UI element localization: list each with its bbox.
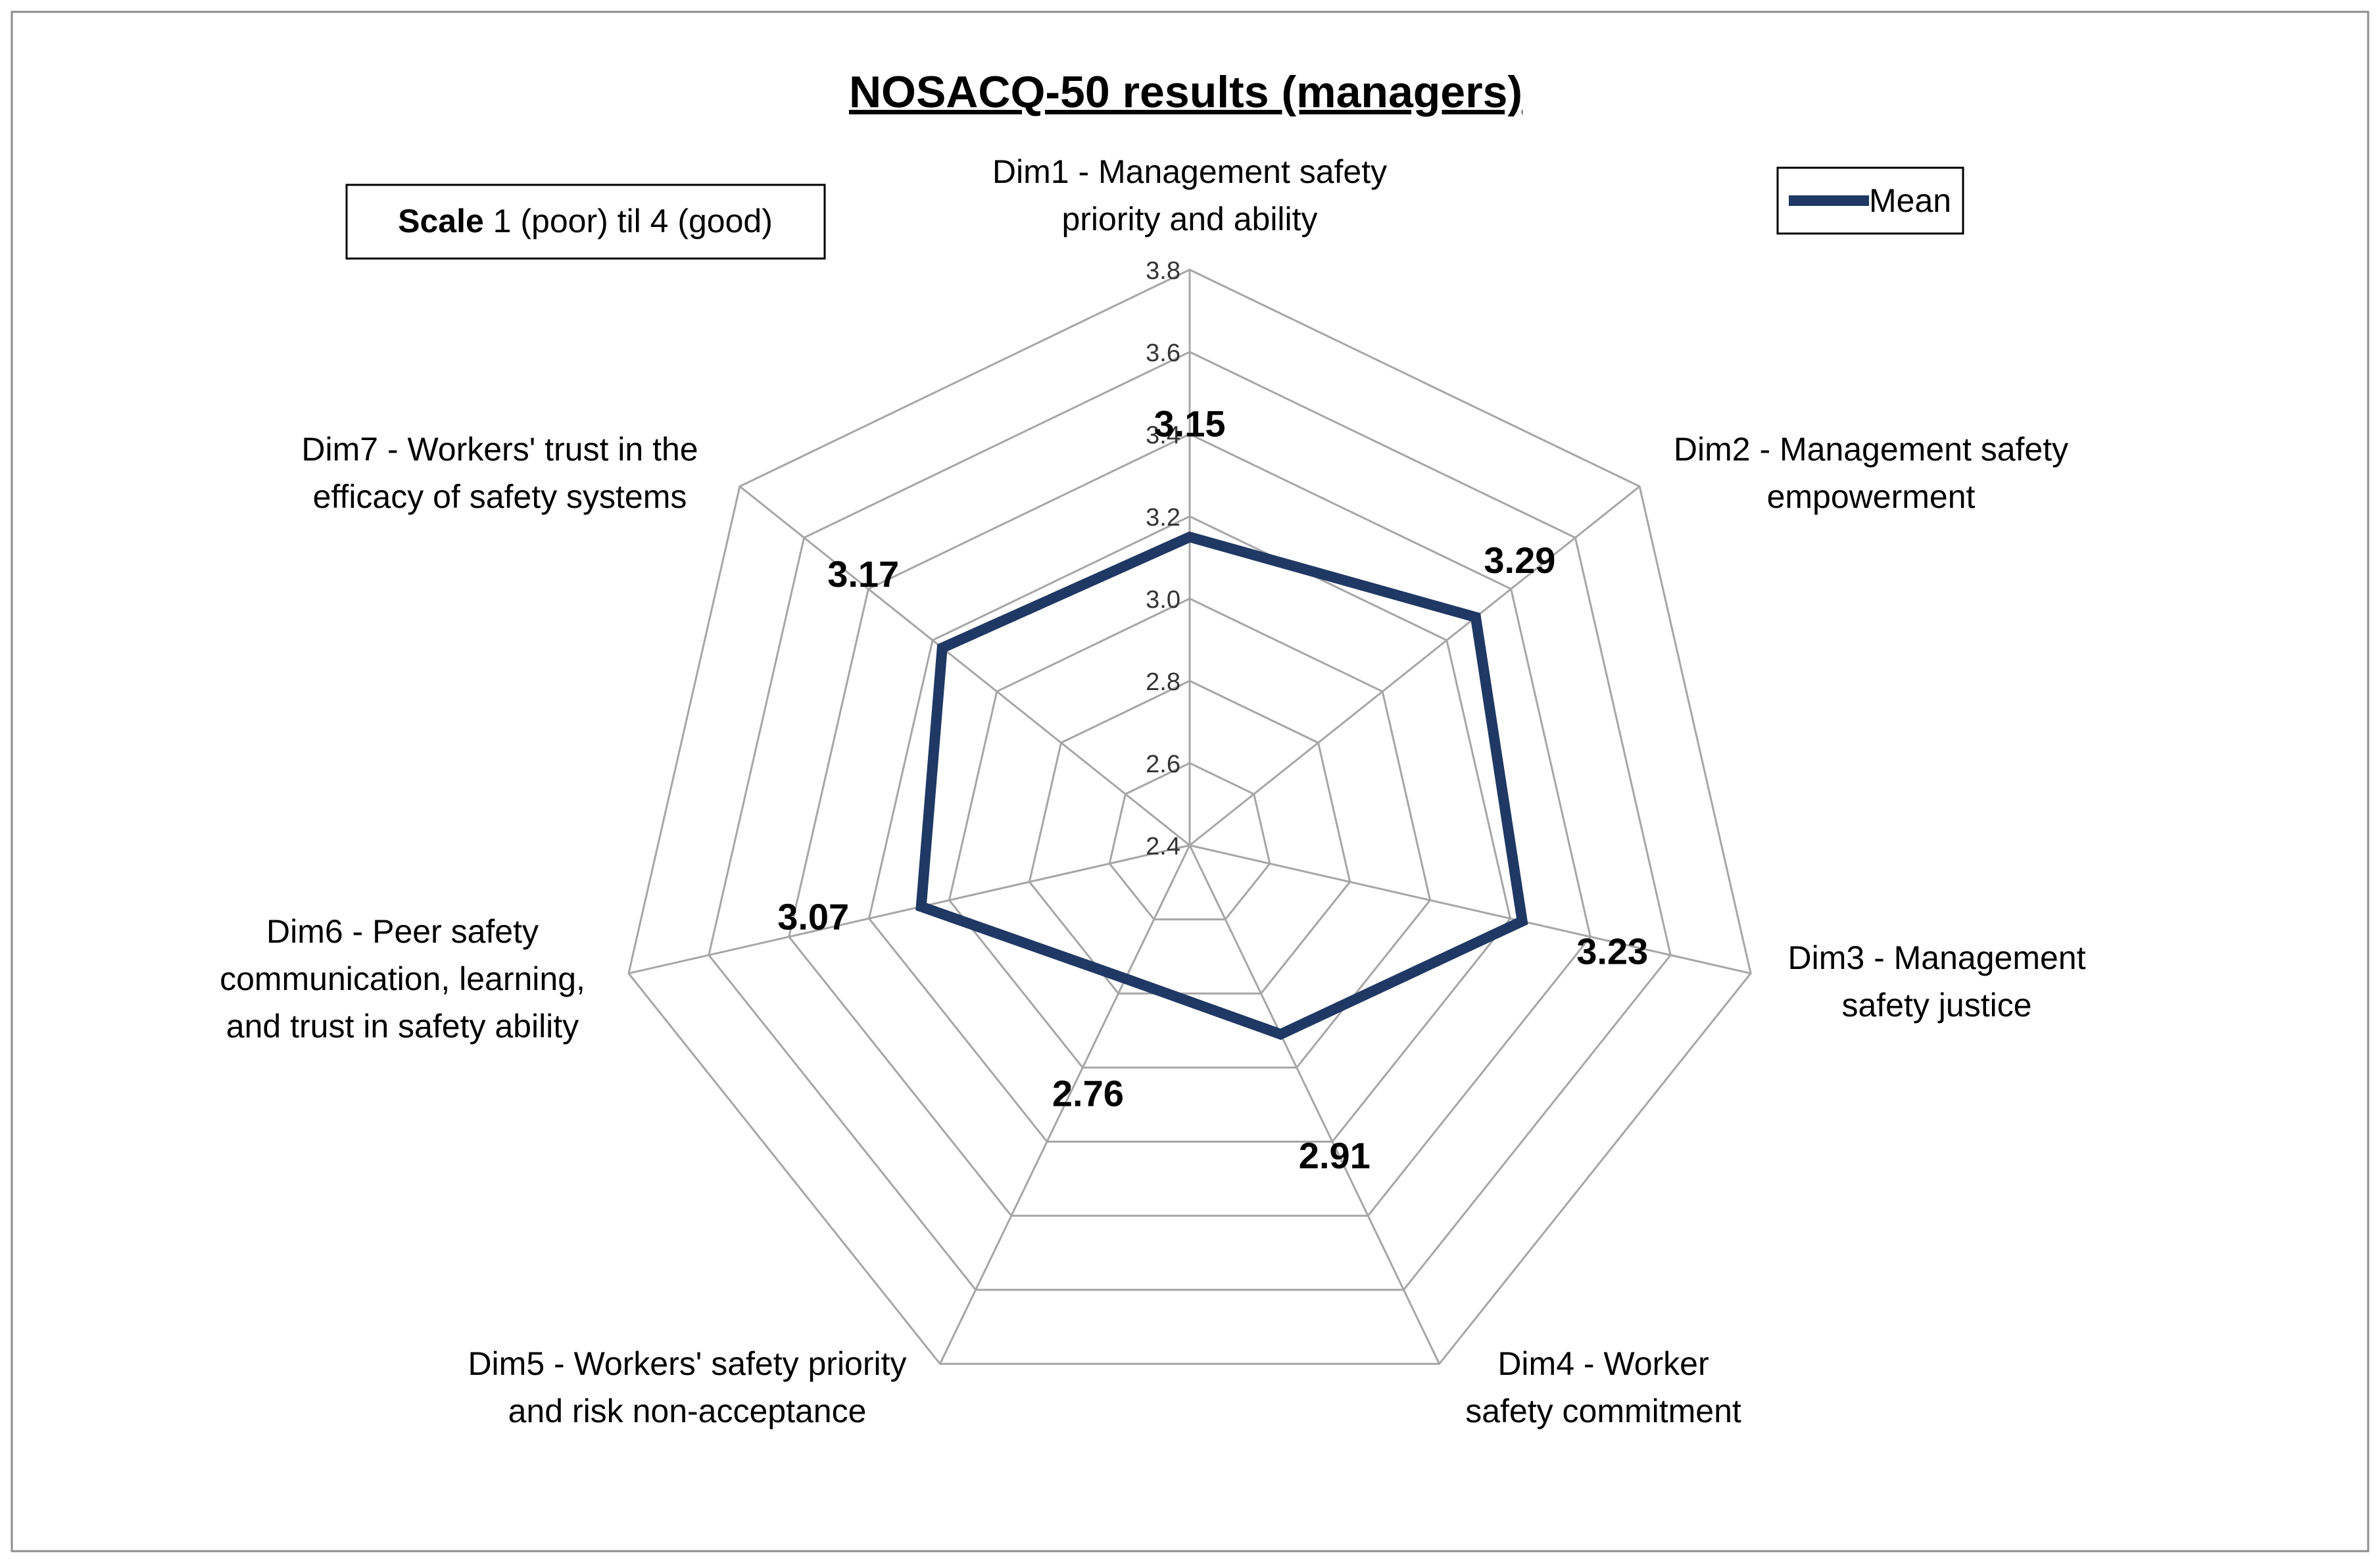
- axis-spoke-6: [628, 844, 1190, 975]
- tick-label-3.8: 3.8: [1146, 257, 1180, 285]
- grid-ring-3.8: [627, 268, 1752, 1365]
- data-label-dim3: 3.23: [1576, 930, 1648, 972]
- tick-label-2.8: 2.8: [1146, 668, 1180, 696]
- data-label-dim2: 3.29: [1484, 539, 1555, 581]
- data-label-dim5: 2.76: [1052, 1073, 1124, 1114]
- category-label-dim6: Dim6 - Peer safety communication, learnin…: [220, 913, 585, 1045]
- data-label-dim7: 3.17: [827, 553, 899, 595]
- category-label-dim5: Dim5 - Workers' safety priority and risk …: [468, 1345, 906, 1429]
- grid-ring-3.2: [867, 515, 1512, 1143]
- category-label-dim7: Dim7 - Workers' trust in the efficacy of …: [301, 431, 698, 515]
- legend-label-mean: Mean: [1869, 182, 1951, 219]
- grid-ring-3.4: [788, 433, 1591, 1217]
- scale-note-text: 1 (poor) til 4 (good): [484, 203, 773, 239]
- category-label-dim3: Dim3 - Management safety justice: [1788, 939, 2086, 1024]
- radar-grid: [627, 268, 1752, 1365]
- axis-spoke-4: [1188, 845, 1440, 1364]
- axis-spoke-3: [1189, 844, 1751, 975]
- tick-label-2.4: 2.4: [1146, 833, 1180, 860]
- category-label-dim2: Dim2 - Management safety empowerment: [1674, 431, 2068, 515]
- axis-spoke-7: [739, 485, 1190, 847]
- data-labels: 3.15 3.29 3.23 2.91 2.76 3.07 3.17: [777, 403, 1648, 1176]
- tick-label-2.6: 2.6: [1146, 751, 1180, 778]
- category-labels: Dim1 - Management safety priority and abi…: [220, 153, 2086, 1429]
- series-layer: [915, 531, 1528, 1040]
- axis-spoke-5: [939, 845, 1191, 1364]
- data-label-dim6: 3.07: [777, 896, 849, 937]
- tick-label-3.0: 3.0: [1146, 586, 1180, 614]
- series-line-mean: [915, 531, 1528, 1040]
- data-label-dim1: 3.15: [1154, 403, 1226, 444]
- tick-label-3.4: 3.4: [1146, 422, 1180, 449]
- grid-ring-2.6: [1108, 762, 1271, 921]
- scale-note-box: Scale 1 (poor) til 4 (good): [345, 184, 826, 260]
- data-label-dim4: 2.91: [1299, 1135, 1371, 1176]
- svg-text:Scale 1 (poor) til 4 (good): Scale 1 (poor) til 4 (good): [398, 203, 773, 239]
- radial-tick-labels: 2.4 2.6 2.8 3.0 3.2 3.4 3.6 3.8: [1146, 257, 1180, 860]
- axis-spoke-2: [1189, 485, 1641, 847]
- grid-ring-3.6: [708, 351, 1672, 1291]
- tick-label-3.2: 3.2: [1146, 504, 1180, 532]
- chart-title: NOSACQ-50 results (managers): [849, 67, 1522, 117]
- tick-label-3.6: 3.6: [1146, 339, 1180, 367]
- grid-ring-2.8: [1028, 680, 1351, 995]
- category-label-dim4: Dim4 - Worker safety commitment: [1465, 1345, 1741, 1429]
- scale-note-bold: Scale: [398, 203, 484, 239]
- legend: Mean: [1776, 166, 1964, 235]
- category-label-dim1: Dim1 - Management safety priority and abi…: [992, 153, 1387, 237]
- grid-ring-3.0: [948, 597, 1432, 1069]
